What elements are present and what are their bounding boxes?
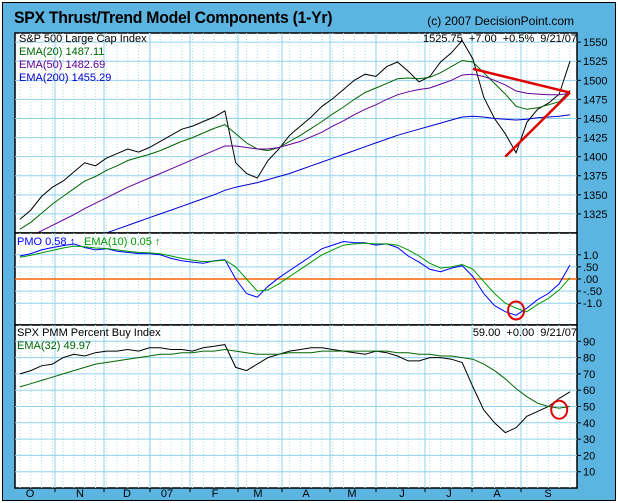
y-tick-label: 1450 — [583, 113, 607, 125]
pmm-panel-title: SPX PMM Percent Buy Index — [17, 327, 161, 339]
x-tick-label: A — [493, 488, 501, 500]
y-tick-label: 1525 — [583, 56, 607, 68]
legend-pmo: PMO 0.58 ↑ — [17, 236, 75, 248]
legend-pmo-text: PMO 0.58 — [17, 236, 67, 248]
trendline-annotation — [504, 91, 571, 158]
series-ema-10- — [19, 242, 571, 313]
y-tick-label: -.50 — [583, 286, 602, 298]
legend-ema20: EMA(20) 1487.11 — [19, 46, 105, 58]
y-tick-label: .50 — [583, 262, 598, 274]
series-pmo — [19, 240, 571, 316]
pmm-summary: 59.00 +0.00 9/21/07 — [472, 327, 577, 339]
y-tick-label: 50 — [583, 402, 595, 414]
y-tick-label: .00 — [583, 274, 598, 286]
y-tick-label: 40 — [583, 418, 595, 430]
price-panel-title: S&P 500 Large Cap Index — [19, 33, 147, 45]
x-tick-label: J — [399, 488, 405, 500]
up-arrow-icon: ↑ — [154, 236, 161, 248]
copyright: (c) 2007 DecisionPoint.com — [427, 14, 574, 28]
legend-ema50: EMA(50) 1482.69 — [19, 59, 106, 71]
y-tick-label: 1400 — [583, 152, 607, 164]
legend-pmo-ema-text: EMA(10) 0.05 — [84, 236, 152, 248]
up-arrow-icon: ↑ — [69, 236, 76, 248]
y-tick-label: 1500 — [583, 75, 607, 87]
y-tick-label: 60 — [583, 385, 595, 397]
series-price — [19, 39, 571, 220]
y-tick-label: 80 — [583, 353, 595, 365]
series-ema-50- — [35, 73, 571, 233]
x-tick-label: N — [76, 488, 84, 500]
series-ema-32- — [19, 348, 571, 409]
series-ema-200- — [104, 114, 571, 233]
y-tick-label: 70 — [583, 369, 595, 381]
trendline-annotation — [472, 67, 571, 94]
x-tick-label: D — [123, 488, 131, 500]
x-tick-label: 07 — [161, 488, 173, 500]
y-tick-label: 30 — [583, 434, 595, 446]
series-percent-buy — [19, 344, 571, 434]
x-tick-label: F — [212, 488, 219, 500]
x-tick-label: M — [253, 488, 262, 500]
panel-1-series — [19, 240, 571, 321]
circle-annotation — [550, 399, 569, 420]
y-tick-label: 1475 — [583, 94, 607, 106]
x-tick-label: A — [302, 488, 310, 500]
y-tick-label: 1.0 — [583, 250, 598, 262]
y-tick-label: 10 — [583, 467, 595, 479]
legend-pmo-ema: EMA(10) 0.05 ↑ — [84, 236, 160, 248]
y-tick-label: 1550 — [583, 37, 607, 49]
circle-annotation — [507, 300, 526, 321]
x-tick-label: O — [26, 488, 35, 500]
y-tick-label: 1325 — [583, 209, 607, 221]
x-tick-label: M — [347, 488, 356, 500]
legend-ema200: EMA(200) 1455.29 — [19, 72, 112, 84]
panel-2-series — [19, 344, 571, 434]
series-ema-20- — [19, 59, 571, 230]
x-tick-label: S — [544, 488, 551, 500]
y-tick-label: 1425 — [583, 133, 607, 145]
x-tick-label: J — [446, 488, 452, 500]
y-tick-label: 90 — [583, 336, 595, 348]
panel-0-series — [19, 39, 571, 233]
y-tick-label: 1350 — [583, 190, 607, 202]
y-tick-label: 1375 — [583, 171, 607, 183]
y-tick-label: 20 — [583, 450, 595, 462]
legend-pmm-ema: EMA(32) 49.97 — [17, 340, 91, 352]
y-tick-label: -1.0 — [583, 298, 602, 310]
price-summary: 1525.75 +7.00 +0.5% 9/21/07 — [423, 33, 577, 45]
chart-title: SPX Thrust/Trend Model Components (1-Yr) — [14, 8, 333, 27]
